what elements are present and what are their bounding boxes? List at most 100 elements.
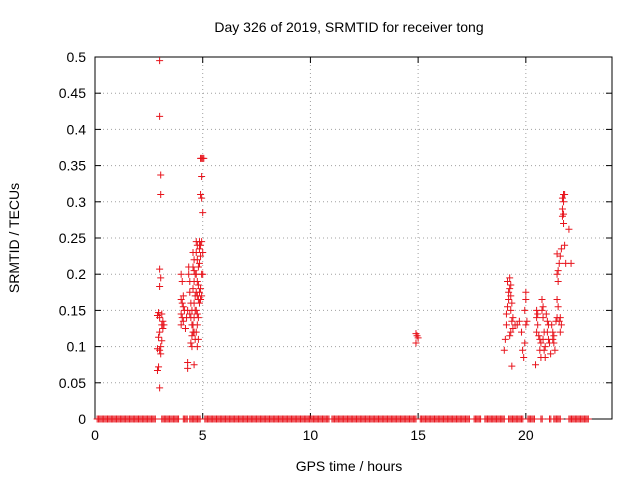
data-point	[560, 220, 568, 228]
data-point	[197, 191, 205, 199]
data-point	[194, 281, 202, 289]
data-point	[565, 225, 573, 233]
data-point	[181, 325, 189, 332]
data-point	[542, 310, 550, 318]
data-point	[412, 339, 420, 347]
data-point	[560, 210, 568, 218]
y-tick-label: 0.4	[67, 121, 87, 137]
data-point	[197, 241, 205, 249]
data-point	[157, 191, 165, 199]
data-point	[155, 309, 163, 317]
data-point	[513, 321, 521, 329]
data-point	[508, 299, 516, 307]
data-point	[179, 292, 187, 300]
y-tick-label: 0.3	[67, 194, 87, 210]
data-point	[520, 353, 528, 361]
data-point	[556, 314, 564, 322]
data-point	[501, 335, 509, 343]
data-point	[504, 303, 512, 311]
data-point	[561, 191, 569, 199]
data-point	[177, 270, 185, 278]
data-point	[193, 321, 201, 329]
data-point	[195, 299, 203, 307]
data-point	[193, 277, 201, 285]
data-point	[506, 285, 514, 293]
data-point	[193, 310, 201, 318]
data-point	[567, 259, 575, 267]
data-point	[539, 303, 547, 311]
data-point	[186, 310, 194, 318]
zero-value-marks	[93, 415, 592, 423]
data-point	[188, 332, 196, 340]
data-point	[532, 361, 540, 369]
data-point	[194, 263, 202, 271]
data-point	[507, 328, 515, 336]
data-point	[157, 171, 165, 179]
data-point	[551, 346, 559, 354]
y-tick-label: 0.1	[67, 339, 87, 355]
y-tick-label: 0.25	[59, 230, 86, 246]
data-point	[558, 205, 566, 213]
data-point	[522, 296, 530, 304]
data-point	[506, 332, 514, 340]
data-point	[522, 288, 530, 296]
y-axis-label: SRMTID / TECUs	[6, 183, 22, 293]
data-point	[194, 335, 202, 343]
data-point	[157, 350, 165, 358]
data-point	[534, 310, 542, 318]
data-point	[507, 281, 515, 289]
data-point	[185, 270, 193, 278]
data-point	[547, 350, 555, 358]
data-point	[155, 333, 163, 341]
zero-point	[530, 415, 538, 423]
data-point	[187, 339, 195, 347]
data-point	[156, 112, 164, 120]
data-point	[178, 277, 186, 285]
data-point	[515, 317, 523, 325]
data-point	[197, 296, 205, 304]
data-point	[549, 328, 557, 336]
data-point	[156, 328, 164, 336]
data-point	[541, 353, 549, 361]
data-point	[156, 57, 164, 65]
zero-point	[538, 415, 546, 423]
data-point	[195, 288, 203, 296]
data-point	[555, 317, 563, 325]
data-point	[533, 314, 541, 322]
data-point	[500, 346, 508, 354]
x-tick-label: 5	[199, 427, 207, 443]
y-tick-label: 0.05	[59, 375, 86, 391]
data-point	[521, 306, 529, 314]
data-point	[548, 321, 556, 329]
data-point	[541, 343, 549, 351]
data-point	[556, 252, 564, 260]
data-point	[509, 325, 517, 332]
data-point	[193, 256, 201, 264]
chart-title: Day 326 of 2019, SRMTID for receiver ton…	[214, 19, 483, 35]
data-point	[177, 296, 185, 304]
data-point	[184, 364, 192, 372]
data-point	[178, 299, 186, 307]
data-point	[553, 270, 561, 278]
data-point	[507, 292, 515, 300]
y-tick-label: 0.5	[67, 49, 87, 65]
data-point	[198, 238, 206, 246]
x-tick-label: 20	[518, 427, 534, 443]
data-point	[556, 328, 564, 336]
data-point	[177, 321, 185, 329]
data-point	[195, 245, 203, 253]
data-point	[186, 288, 194, 296]
data-point	[538, 296, 546, 304]
data-point	[554, 267, 562, 275]
data-point	[537, 339, 545, 347]
data-point	[506, 274, 514, 282]
data-point	[159, 317, 167, 325]
data-point	[535, 332, 543, 340]
y-tick-label: 0.45	[59, 85, 86, 101]
data-point	[179, 317, 187, 325]
data-point	[519, 346, 527, 354]
data-point	[554, 277, 562, 285]
data-point	[508, 317, 516, 325]
data-point	[502, 321, 510, 329]
data-point	[505, 296, 513, 304]
